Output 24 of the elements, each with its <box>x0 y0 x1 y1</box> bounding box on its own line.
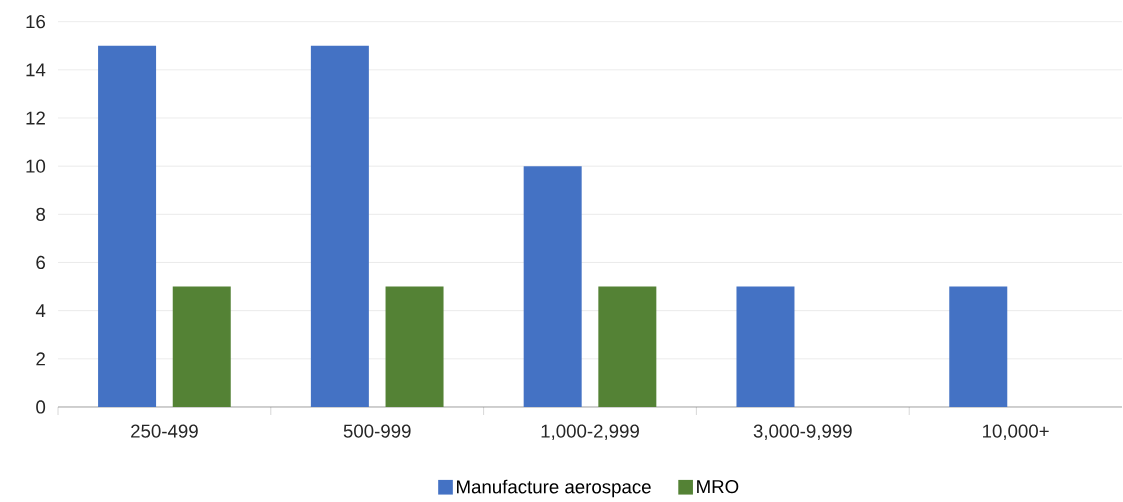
bar <box>98 45 157 407</box>
x-tick-label: 250-499 <box>131 424 198 438</box>
bar <box>736 286 795 407</box>
bar <box>598 286 657 407</box>
bar <box>523 166 582 407</box>
x-tick-label: 10,000+ <box>983 424 1049 440</box>
y-tick-label: 0 <box>36 400 46 414</box>
y-tick-label: 14 <box>26 63 46 77</box>
x-tick-label: 3,000-9,999 <box>753 424 852 440</box>
y-tick-label: 12 <box>26 111 45 125</box>
legend-label: Manufacture aerospace <box>457 479 651 498</box>
y-tick-label: 6 <box>36 255 46 270</box>
y-tick-label: 8 <box>36 207 46 221</box>
y-tick-label: 16 <box>26 15 46 29</box>
bar <box>172 286 231 407</box>
x-tick-label: 1,000-2,999 <box>541 424 639 440</box>
bar <box>310 45 369 407</box>
y-tick-label: 10 <box>26 159 46 173</box>
y-tick-label: 4 <box>35 304 46 318</box>
bar <box>949 286 1008 407</box>
legend-label: MRO <box>697 479 739 494</box>
bar <box>385 286 444 407</box>
x-tick-label: 500-999 <box>343 424 411 438</box>
y-tick-label: 2 <box>36 352 45 366</box>
